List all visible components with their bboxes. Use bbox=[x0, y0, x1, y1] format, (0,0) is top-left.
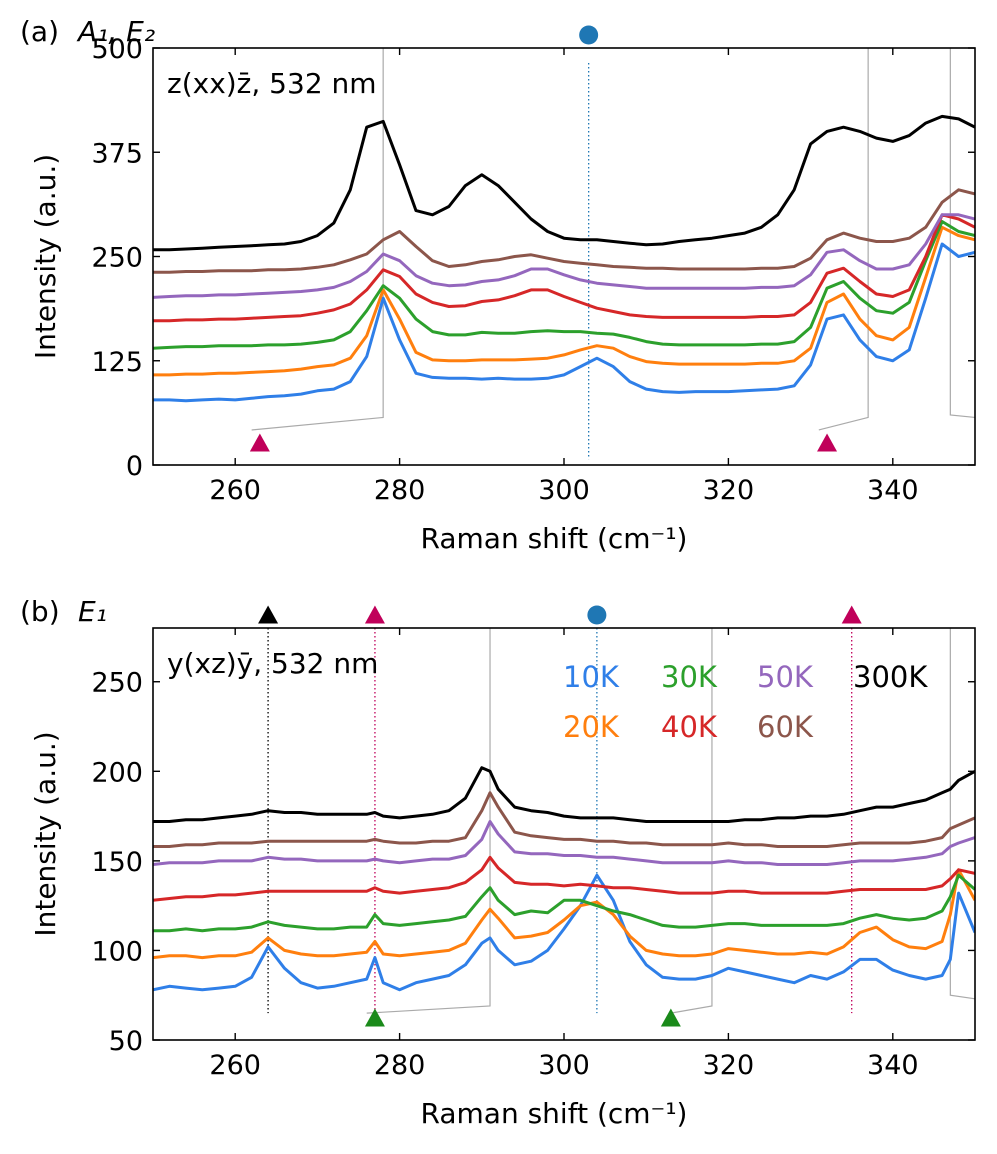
series-line-60K bbox=[153, 188, 975, 274]
series-line-10K bbox=[153, 873, 975, 992]
y-tick-label: 0 bbox=[126, 451, 143, 482]
y-tick-label: 150 bbox=[91, 847, 143, 878]
panel-b: 260 280 300 320 340 50 100 150 200 250 Raman shift… bbox=[20, 595, 976, 1130]
guide-polyline bbox=[251, 48, 384, 431]
series-line-40K bbox=[153, 213, 975, 323]
mode-marker-triangle bbox=[364, 605, 385, 624]
mode-marker-triangle bbox=[841, 605, 862, 624]
y-tick-label: 200 bbox=[91, 757, 143, 788]
panel-title: A₁, E₂ bbox=[76, 15, 155, 48]
series-line-30K bbox=[153, 873, 975, 933]
legend-entry: 20K bbox=[563, 710, 620, 744]
legend-entry: 30K bbox=[661, 660, 718, 694]
y-tick-label: 250 bbox=[91, 668, 143, 699]
series-line-20K bbox=[153, 225, 975, 377]
x-tick-label: 260 bbox=[209, 1050, 261, 1081]
x-tick-label: 260 bbox=[209, 475, 261, 506]
y-tick-label: 125 bbox=[91, 347, 143, 378]
guide-polyline bbox=[949, 628, 976, 1000]
x-tick-label: 300 bbox=[538, 1050, 590, 1081]
y-tick-label: 50 bbox=[109, 1026, 143, 1057]
x-tick-label: 320 bbox=[703, 475, 755, 506]
series-line-50K bbox=[153, 820, 975, 866]
guide-polyline bbox=[366, 628, 491, 1014]
series-line-20K bbox=[153, 868, 975, 960]
x-tick-label: 340 bbox=[867, 475, 919, 506]
x-tick-label: 280 bbox=[374, 475, 426, 506]
y-axis-label: Intensity (a.u.) bbox=[29, 154, 62, 359]
x-axis-label: Raman shift (cm⁻¹) bbox=[421, 522, 688, 555]
x-axis-label: Raman shift (cm⁻¹) bbox=[421, 1097, 688, 1130]
x-tick-label: 340 bbox=[867, 1050, 919, 1081]
series-line-30K bbox=[153, 220, 975, 350]
series-line-40K bbox=[153, 855, 975, 902]
guide-polyline bbox=[818, 48, 869, 431]
panel-label: (b) bbox=[20, 595, 60, 628]
x-tick-label: 280 bbox=[374, 1050, 426, 1081]
series-group bbox=[153, 114, 975, 403]
panel-title: E₁ bbox=[78, 595, 107, 628]
series-line-50K bbox=[153, 213, 975, 299]
panel-label: (a) bbox=[20, 15, 59, 48]
y-axis-label: Intensity (a.u.) bbox=[29, 731, 62, 936]
x-tick-label: 320 bbox=[703, 1050, 755, 1081]
series-line-60K bbox=[153, 791, 975, 848]
y-tick-label: 375 bbox=[91, 138, 143, 169]
y-tick-label: 500 bbox=[91, 34, 143, 65]
series-group bbox=[153, 766, 975, 992]
legend-entry: 40K bbox=[661, 710, 718, 744]
legend-entry: 10K bbox=[563, 660, 620, 694]
series-line-300K bbox=[153, 766, 975, 823]
mode-marker-triangle bbox=[660, 1008, 681, 1027]
mode-marker-circle bbox=[579, 25, 599, 45]
scattering-geometry: z(xx)z̄, 532 nm bbox=[167, 67, 377, 100]
y-tick-label: 100 bbox=[91, 936, 143, 967]
series-line-300K bbox=[153, 114, 975, 252]
legend-entry: 50K bbox=[757, 660, 814, 694]
y-tick-label: 250 bbox=[91, 243, 143, 274]
x-tick-label: 300 bbox=[538, 475, 590, 506]
series-line-10K bbox=[153, 242, 975, 403]
mode-marker-triangle bbox=[817, 433, 838, 452]
mode-marker-triangle bbox=[258, 605, 279, 624]
guide-polyline bbox=[670, 628, 713, 1014]
guide-polyline bbox=[949, 48, 976, 419]
mode-marker-triangle bbox=[249, 433, 270, 452]
legend-entry: 300K bbox=[853, 660, 928, 694]
scattering-geometry: y(xz)ȳ, 532 nm bbox=[167, 647, 378, 680]
mode-marker-circle bbox=[587, 605, 607, 625]
mode-marker-triangle bbox=[364, 1008, 385, 1027]
legend-entry: 60K bbox=[757, 710, 814, 744]
panel-a: 260 280 300 320 340 0 125 250 375 500 Raman shift … bbox=[20, 15, 976, 555]
